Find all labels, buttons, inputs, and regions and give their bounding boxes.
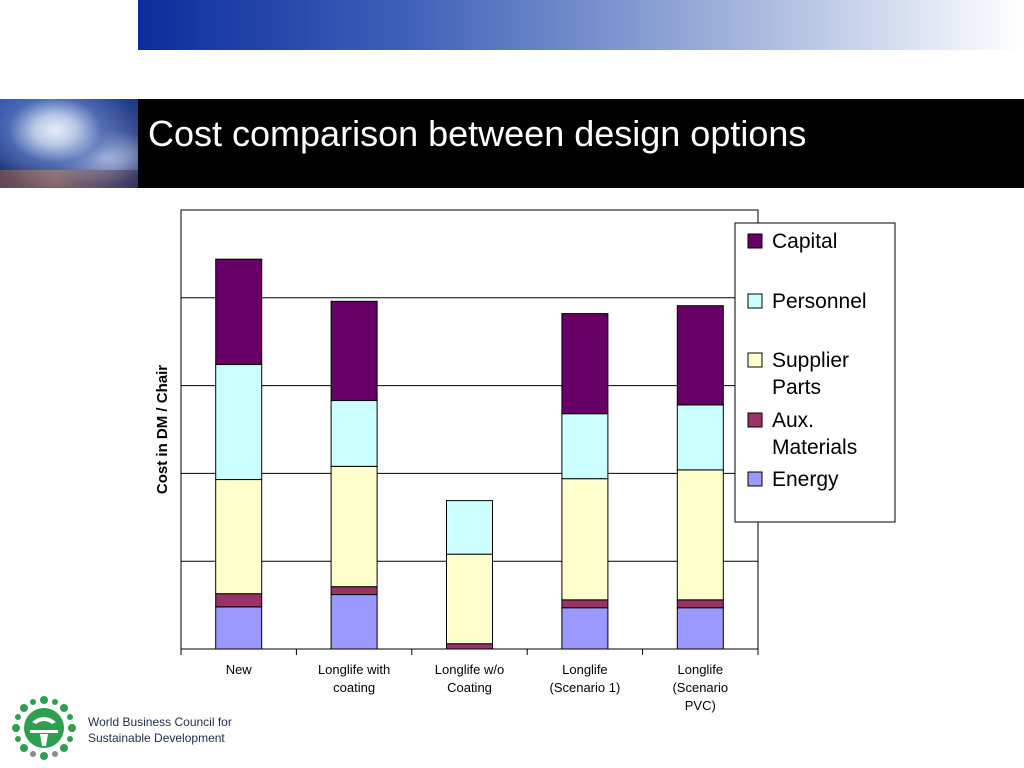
bar-segment xyxy=(330,300,378,402)
bar-segment xyxy=(676,305,724,406)
bar-segment xyxy=(330,400,378,467)
x-tick-label: Longlife (Scenario PVC) xyxy=(672,662,728,713)
organization-name: World Business Council for Sustainable D… xyxy=(88,714,232,746)
x-tick-label: Longlife w/o Coating xyxy=(435,662,504,695)
bar-segment xyxy=(561,478,609,601)
legend-swatch xyxy=(747,412,763,428)
x-tick-label: Longlife (Scenario 1) xyxy=(549,662,620,695)
bar-segment xyxy=(446,553,493,645)
x-tick-label: New xyxy=(226,662,253,677)
bar-segment xyxy=(676,469,724,601)
bar-segment xyxy=(330,465,378,588)
bar-segment xyxy=(561,607,609,650)
legend-label: Energy xyxy=(772,468,839,491)
org-name-line-2: Sustainable Development xyxy=(88,731,225,745)
header-gradient-band xyxy=(138,0,1024,50)
bar-segment xyxy=(561,313,609,415)
legend-swatch xyxy=(747,233,763,249)
bar-segment xyxy=(676,607,724,650)
legend-swatch xyxy=(747,471,763,487)
bar-segment xyxy=(446,643,493,650)
slide-title: Cost comparison between design options xyxy=(148,113,807,154)
legend-label: Personnel xyxy=(772,290,867,313)
wbcsd-globe-logo-icon xyxy=(12,696,76,760)
legend-swatch xyxy=(747,352,763,368)
bar-segment xyxy=(215,593,263,608)
bar-segment xyxy=(215,364,263,481)
bar-segment xyxy=(330,594,378,650)
x-tick-label: Longlife with coating xyxy=(318,662,390,695)
y-axis-label: Cost in DM / Chair xyxy=(154,365,171,494)
sky-image xyxy=(0,99,138,188)
bar-segment xyxy=(215,479,263,595)
bar-segment xyxy=(215,258,263,366)
legend-label: Capital xyxy=(772,230,837,253)
legend-swatch xyxy=(747,293,763,309)
bar-segment xyxy=(676,599,724,609)
legend-label: Aux. Materials xyxy=(772,409,857,459)
bar-segment xyxy=(446,500,493,555)
bar-segment xyxy=(561,599,609,609)
title-bar xyxy=(0,99,1024,188)
bar-segment xyxy=(561,413,609,480)
bar-segment xyxy=(676,404,724,471)
bar-segment xyxy=(330,586,378,596)
legend-label: Supplier Parts xyxy=(772,349,849,399)
org-name-line-1: World Business Council for xyxy=(88,715,232,729)
bar-segment xyxy=(215,606,263,650)
